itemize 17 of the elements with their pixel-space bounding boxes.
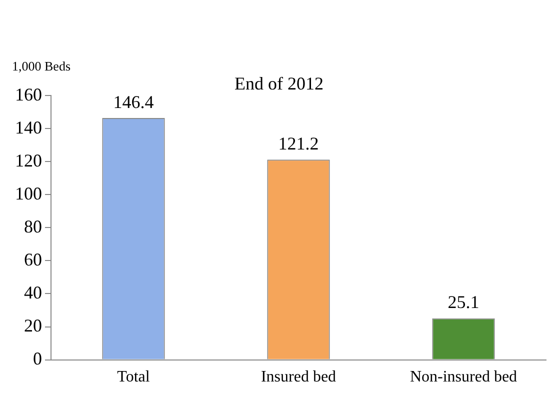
data-label: 146.4 <box>113 92 154 112</box>
y-tick-label: 60 <box>24 249 42 270</box>
data-label: 121.2 <box>278 133 319 154</box>
y-tick-label: 100 <box>15 183 42 204</box>
y-tick-label: 120 <box>15 150 42 170</box>
y-axis-title: 1,000 Beds <box>12 58 70 74</box>
x-tick-label: Total <box>117 368 150 386</box>
data-label: 25.1 <box>448 292 480 312</box>
chart-title: End of 2012 <box>234 74 324 94</box>
y-tick-label: 140 <box>15 117 42 138</box>
y-tick-label: 40 <box>24 282 42 302</box>
y-tick-label: 20 <box>24 316 42 336</box>
y-tick-label: 80 <box>24 216 42 236</box>
y-tick-label: 0 <box>33 348 42 369</box>
x-tick-label: Insured bed <box>260 368 336 386</box>
y-tick-label: 160 <box>15 84 42 104</box>
x-tick-label: Non-insured bed <box>410 368 518 386</box>
